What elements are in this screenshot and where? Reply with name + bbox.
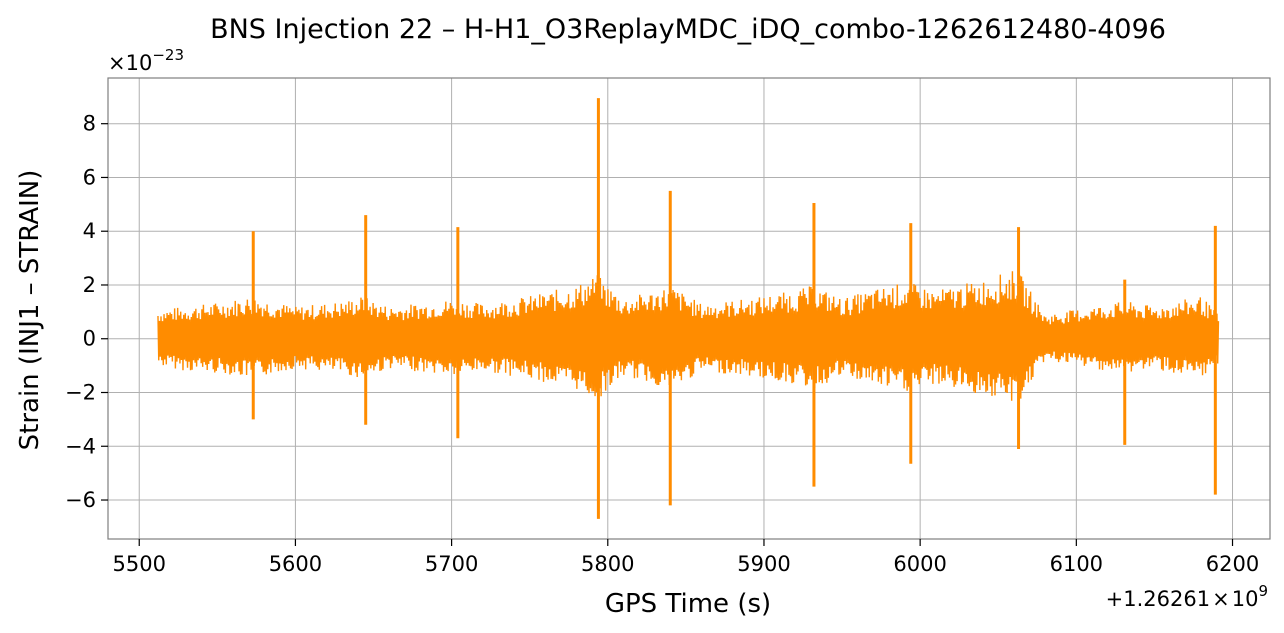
y-tick-label: −4 (65, 434, 96, 458)
chart-title: BNS Injection 22 – H-H1_O3ReplayMDC_iDQ_… (210, 14, 1166, 45)
y-scale-times: × (108, 51, 126, 75)
strain-series-line (157, 271, 1220, 401)
x-tick-label: 5800 (581, 552, 634, 576)
x-tick-label: 5900 (737, 552, 790, 576)
y-tick-label: −6 (65, 488, 96, 512)
x-axis-label: GPS Time (s) (605, 589, 771, 619)
y-axis-label: Strain (INJ1 – STRAIN) (15, 170, 45, 451)
y-scale-exponent: −23 (152, 46, 184, 64)
grid-lines (108, 78, 1270, 539)
axis-ticks: 5500 5600 5700 5800 5900 6000 6100 6200 −6 −4 −2 0 2… (65, 112, 1259, 576)
y-tick-label: 8 (83, 112, 96, 136)
y-tick-label: 2 (83, 273, 96, 297)
x-offset-label: +1.26261×109 (1106, 582, 1268, 611)
x-offset-exponent: 9 (1258, 582, 1268, 600)
x-tick-label: 5600 (269, 552, 322, 576)
y-scale-factor: ×10−23 (108, 46, 184, 75)
x-tick-label: 6200 (1206, 552, 1259, 576)
x-tick-label: 6100 (1050, 552, 1103, 576)
plot-frame (107, 77, 1271, 540)
y-tick-label: 0 (83, 327, 96, 351)
y-tick-label: −2 (65, 381, 96, 405)
svg-text:+1.26261×109: +1.26261×109 (1106, 582, 1268, 611)
x-tick-label: 6000 (893, 552, 946, 576)
x-offset-base: +1.26261 (1106, 587, 1210, 611)
y-tick-label: 4 (83, 219, 96, 243)
x-tick-label: 5700 (425, 552, 478, 576)
y-scale-base: 10 (126, 51, 153, 75)
x-offset-power-base: 10 (1232, 587, 1259, 611)
series-layer (157, 98, 1220, 519)
svg-text:×10−23: ×10−23 (108, 46, 184, 75)
x-tick-label: 5500 (113, 552, 166, 576)
x-offset-times: × (1212, 587, 1230, 611)
y-tick-label: 6 (83, 165, 96, 189)
